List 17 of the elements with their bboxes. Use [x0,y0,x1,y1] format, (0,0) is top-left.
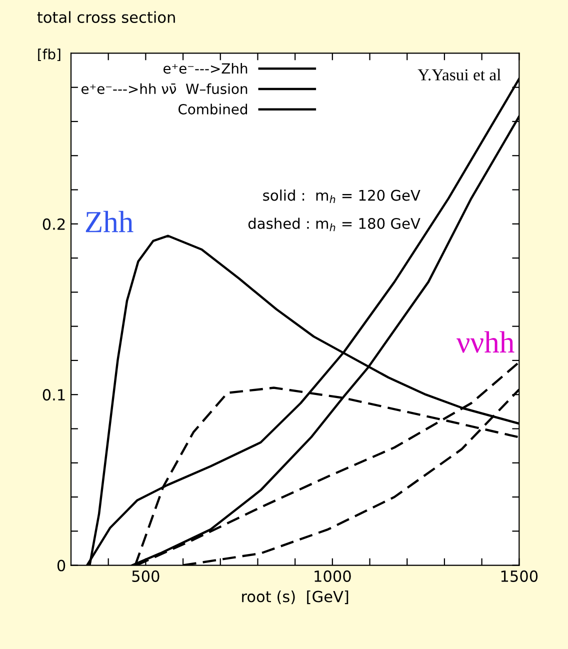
y-tick-label: 0.2 [42,218,65,230]
x-tick-label: 500 [132,570,160,582]
x-axis-title: root (s) [GeV] [242,590,348,604]
legend-label: Combined [178,104,248,114]
y-tick-label: 0.1 [42,389,65,401]
annotation: dashed : m$_{h}$ = 180 GeV [248,218,420,232]
x-tick-label: 1000 [314,570,351,582]
y-axis-title: [fb] [38,48,60,62]
annotation: Zhh [86,210,134,232]
x-tick-label: 1500 [501,570,538,582]
legend-label: e⁺e⁻--->Zhh [163,62,248,74]
y-tick-label: 0 [57,560,66,572]
annotation: Y.Yasui et al [418,68,501,81]
annotation: solid : m$_{h}$ = 120 GeV [263,190,420,204]
annotation: ννhh [456,331,514,353]
chart-title: total cross section [37,11,175,23]
legend-label: e⁺e⁻--->hh νν̄ W–fusion [81,83,248,94]
